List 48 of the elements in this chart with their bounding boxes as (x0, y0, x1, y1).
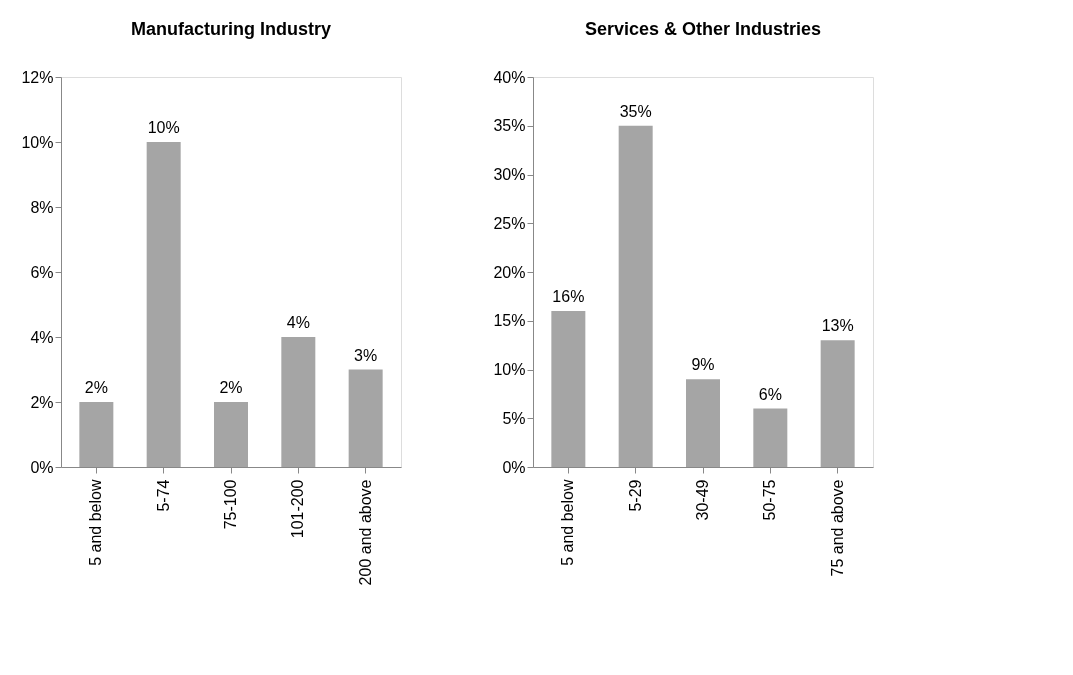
y-tick-label: 30% (493, 166, 526, 183)
data-label: 3% (354, 346, 378, 364)
data-label: 16% (552, 288, 585, 305)
x-tick-label: 5-74 (154, 479, 172, 512)
bar (618, 125, 653, 467)
data-label: 35% (619, 102, 652, 120)
y-tick-label: 15% (493, 312, 526, 330)
y-tick-label: 4% (30, 328, 54, 346)
x-tick-label: 30-49 (694, 479, 711, 521)
y-tick-label: 0% (502, 458, 526, 476)
x-tick-label: 50-75 (761, 479, 779, 521)
x-tick-label: 200 and above (356, 479, 374, 586)
data-label: 9% (691, 356, 715, 374)
data-label: 10% (147, 119, 180, 136)
x-tick-label: 75-100 (222, 479, 239, 530)
y-tick-label: 5% (502, 409, 526, 427)
y-tick-label: 0% (30, 458, 54, 476)
x-tick-label: 101-200 (289, 479, 307, 539)
y-tick-label: 25% (493, 214, 526, 232)
bar (753, 408, 788, 467)
y-tick-label: 12% (21, 68, 54, 86)
y-tick-label: 6% (30, 263, 54, 281)
chart-title: Services & Other Industries (584, 19, 822, 39)
data-label: 4% (286, 314, 310, 331)
bar (348, 369, 383, 467)
bar (820, 340, 855, 467)
y-tick-label: 10% (21, 133, 54, 151)
x-tick-label: 5-29 (626, 479, 644, 512)
y-tick-label: 8% (30, 198, 54, 216)
y-tick-label: 40% (493, 68, 526, 86)
y-tick-label: 35% (493, 117, 526, 135)
data-label: 2% (219, 379, 243, 396)
bar (551, 311, 586, 467)
bar (146, 142, 181, 467)
x-tick-label: 75 and above (828, 479, 846, 577)
x-tick-label: 5 and below (87, 479, 105, 566)
bar (79, 402, 114, 467)
bar (214, 402, 248, 467)
bar (686, 379, 720, 467)
data-label: 13% (821, 317, 854, 335)
y-tick-label: 20% (493, 263, 526, 281)
bar (281, 337, 316, 467)
data-label: 6% (758, 385, 782, 403)
x-tick-label: 5 and below (559, 479, 577, 566)
y-tick-label: 10% (493, 361, 526, 378)
data-label: 2% (84, 379, 108, 396)
y-tick-label: 2% (30, 393, 54, 411)
chart-title: Manufacturing Industry (130, 19, 332, 39)
